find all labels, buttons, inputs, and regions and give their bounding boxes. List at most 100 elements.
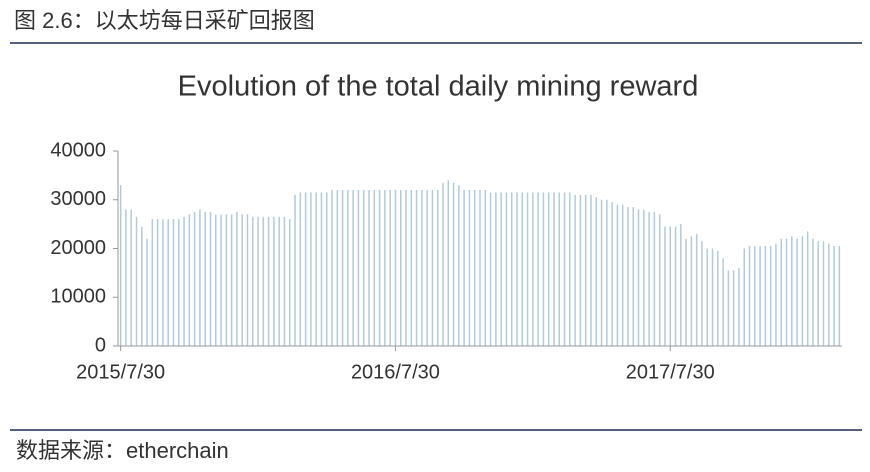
bar [199, 209, 201, 346]
bar [405, 190, 407, 346]
bar [415, 190, 418, 346]
bar [648, 211, 650, 346]
bar [352, 190, 354, 346]
bar [817, 241, 819, 346]
bar [621, 204, 624, 346]
figure-title: 图 2.6：以太坊每日采矿回报图 [14, 8, 315, 33]
bar [759, 246, 761, 346]
bar [769, 246, 772, 346]
bar [267, 216, 270, 346]
bar [442, 182, 444, 346]
bar [674, 226, 677, 346]
bar [273, 216, 275, 346]
bar [458, 185, 460, 346]
bar [574, 194, 576, 346]
bar [362, 190, 365, 346]
bar [505, 192, 508, 346]
bar [812, 238, 814, 346]
bar [436, 190, 439, 346]
bar [590, 194, 592, 346]
y-tick-label: 30000 [50, 188, 106, 210]
bar [130, 209, 132, 346]
bar [727, 270, 730, 346]
bar [711, 248, 714, 346]
bar [146, 238, 148, 346]
bar [468, 190, 471, 346]
bar [278, 216, 280, 346]
bar [368, 190, 370, 346]
bar [389, 190, 391, 346]
bar [616, 204, 619, 346]
bar [336, 190, 339, 346]
bar [479, 190, 481, 346]
bar [643, 209, 645, 346]
bar [801, 236, 804, 346]
bar [252, 216, 254, 346]
bar [685, 238, 687, 346]
bar [178, 219, 180, 346]
bar [209, 211, 212, 346]
bar [135, 216, 138, 346]
bar [183, 216, 185, 346]
bar [215, 214, 217, 346]
bar [384, 190, 386, 346]
bar [257, 216, 259, 346]
bar [204, 211, 206, 346]
bar [473, 190, 476, 346]
bar [421, 190, 423, 346]
bar [579, 194, 582, 346]
bar [262, 216, 265, 346]
bar [547, 192, 550, 346]
bar [325, 192, 328, 346]
bar [584, 194, 587, 346]
bar [717, 250, 719, 346]
bar [806, 231, 809, 346]
bar [294, 194, 296, 346]
bar [627, 207, 629, 346]
bar [722, 258, 724, 346]
bar [637, 209, 640, 346]
bar [431, 190, 434, 346]
bar [225, 214, 228, 346]
x-tick-label: 2016/7/30 [351, 361, 440, 383]
bar [500, 192, 502, 346]
bar [606, 199, 608, 346]
bar [748, 246, 751, 346]
bar [611, 202, 613, 346]
bar [695, 233, 698, 346]
bar [510, 192, 513, 346]
bar [495, 192, 497, 346]
bar [394, 190, 397, 346]
bar [347, 190, 349, 346]
bar [680, 224, 682, 346]
bar [828, 243, 830, 346]
bar [452, 182, 455, 346]
bar [537, 192, 539, 346]
bar [410, 190, 413, 346]
bar [304, 192, 307, 346]
bar [754, 246, 756, 346]
bar [690, 236, 693, 346]
bar [632, 207, 635, 346]
bar [706, 248, 708, 346]
chart-title: Evolution of the total daily mining rewa… [178, 71, 699, 103]
bar [701, 241, 703, 346]
y-tick-label: 0 [95, 334, 106, 356]
bar [141, 226, 143, 346]
y-tick-label: 20000 [50, 237, 106, 259]
bar [230, 214, 233, 346]
bar [558, 192, 561, 346]
bar [119, 185, 122, 346]
bar [653, 211, 656, 346]
bar [532, 192, 534, 346]
bar [447, 180, 450, 346]
y-tick-label: 40000 [50, 139, 106, 161]
bar [785, 238, 788, 346]
bar [172, 219, 175, 346]
bar [125, 209, 127, 346]
bar [553, 192, 555, 346]
bar [780, 238, 782, 346]
source-note: 数据来源：etherchain [16, 438, 229, 463]
bar [526, 192, 529, 346]
